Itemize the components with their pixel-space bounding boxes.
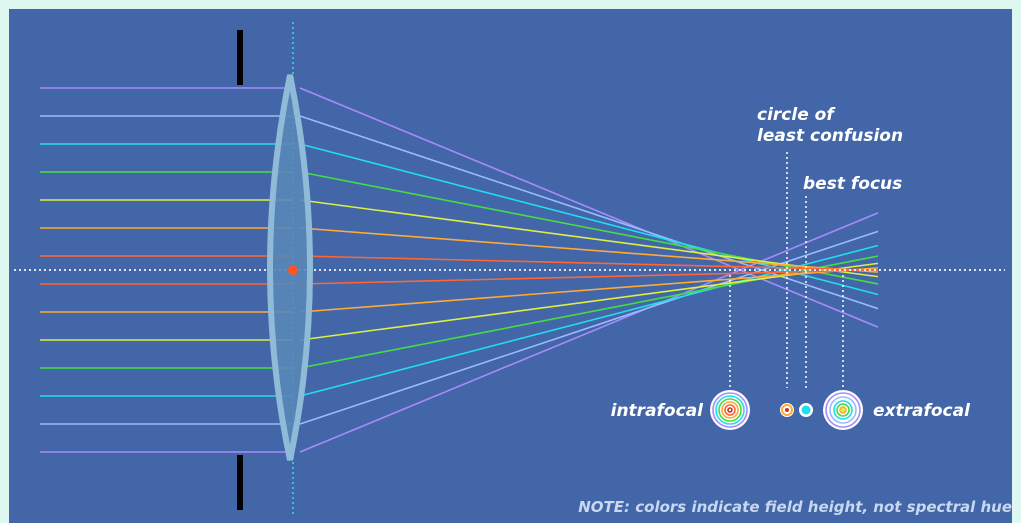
ray (299, 267, 879, 313)
intrafocal-spot (710, 390, 750, 430)
label: least confusion (757, 126, 903, 146)
label: circle of (757, 105, 836, 125)
label: extrafocal (873, 401, 971, 421)
extrafocal-spot (823, 390, 863, 430)
ray (299, 87, 879, 328)
ray (299, 255, 879, 271)
rays (40, 87, 879, 453)
note: NOTE: colors indicate field height, not … (578, 498, 1012, 516)
ray (299, 227, 879, 273)
aperture-stop (237, 455, 243, 510)
ray (299, 199, 879, 278)
panel (9, 9, 1012, 523)
ray (299, 143, 879, 296)
focus-markers (729, 152, 844, 388)
ray (299, 212, 879, 453)
ray (299, 244, 879, 397)
label: best focus (803, 174, 902, 194)
least-confusion-spot (780, 403, 794, 417)
lens-center (288, 265, 298, 275)
best-focus-spot (799, 403, 813, 417)
label: intrafocal (611, 401, 705, 421)
ray (299, 269, 879, 285)
aperture-stop (237, 30, 243, 85)
ray (299, 262, 879, 341)
